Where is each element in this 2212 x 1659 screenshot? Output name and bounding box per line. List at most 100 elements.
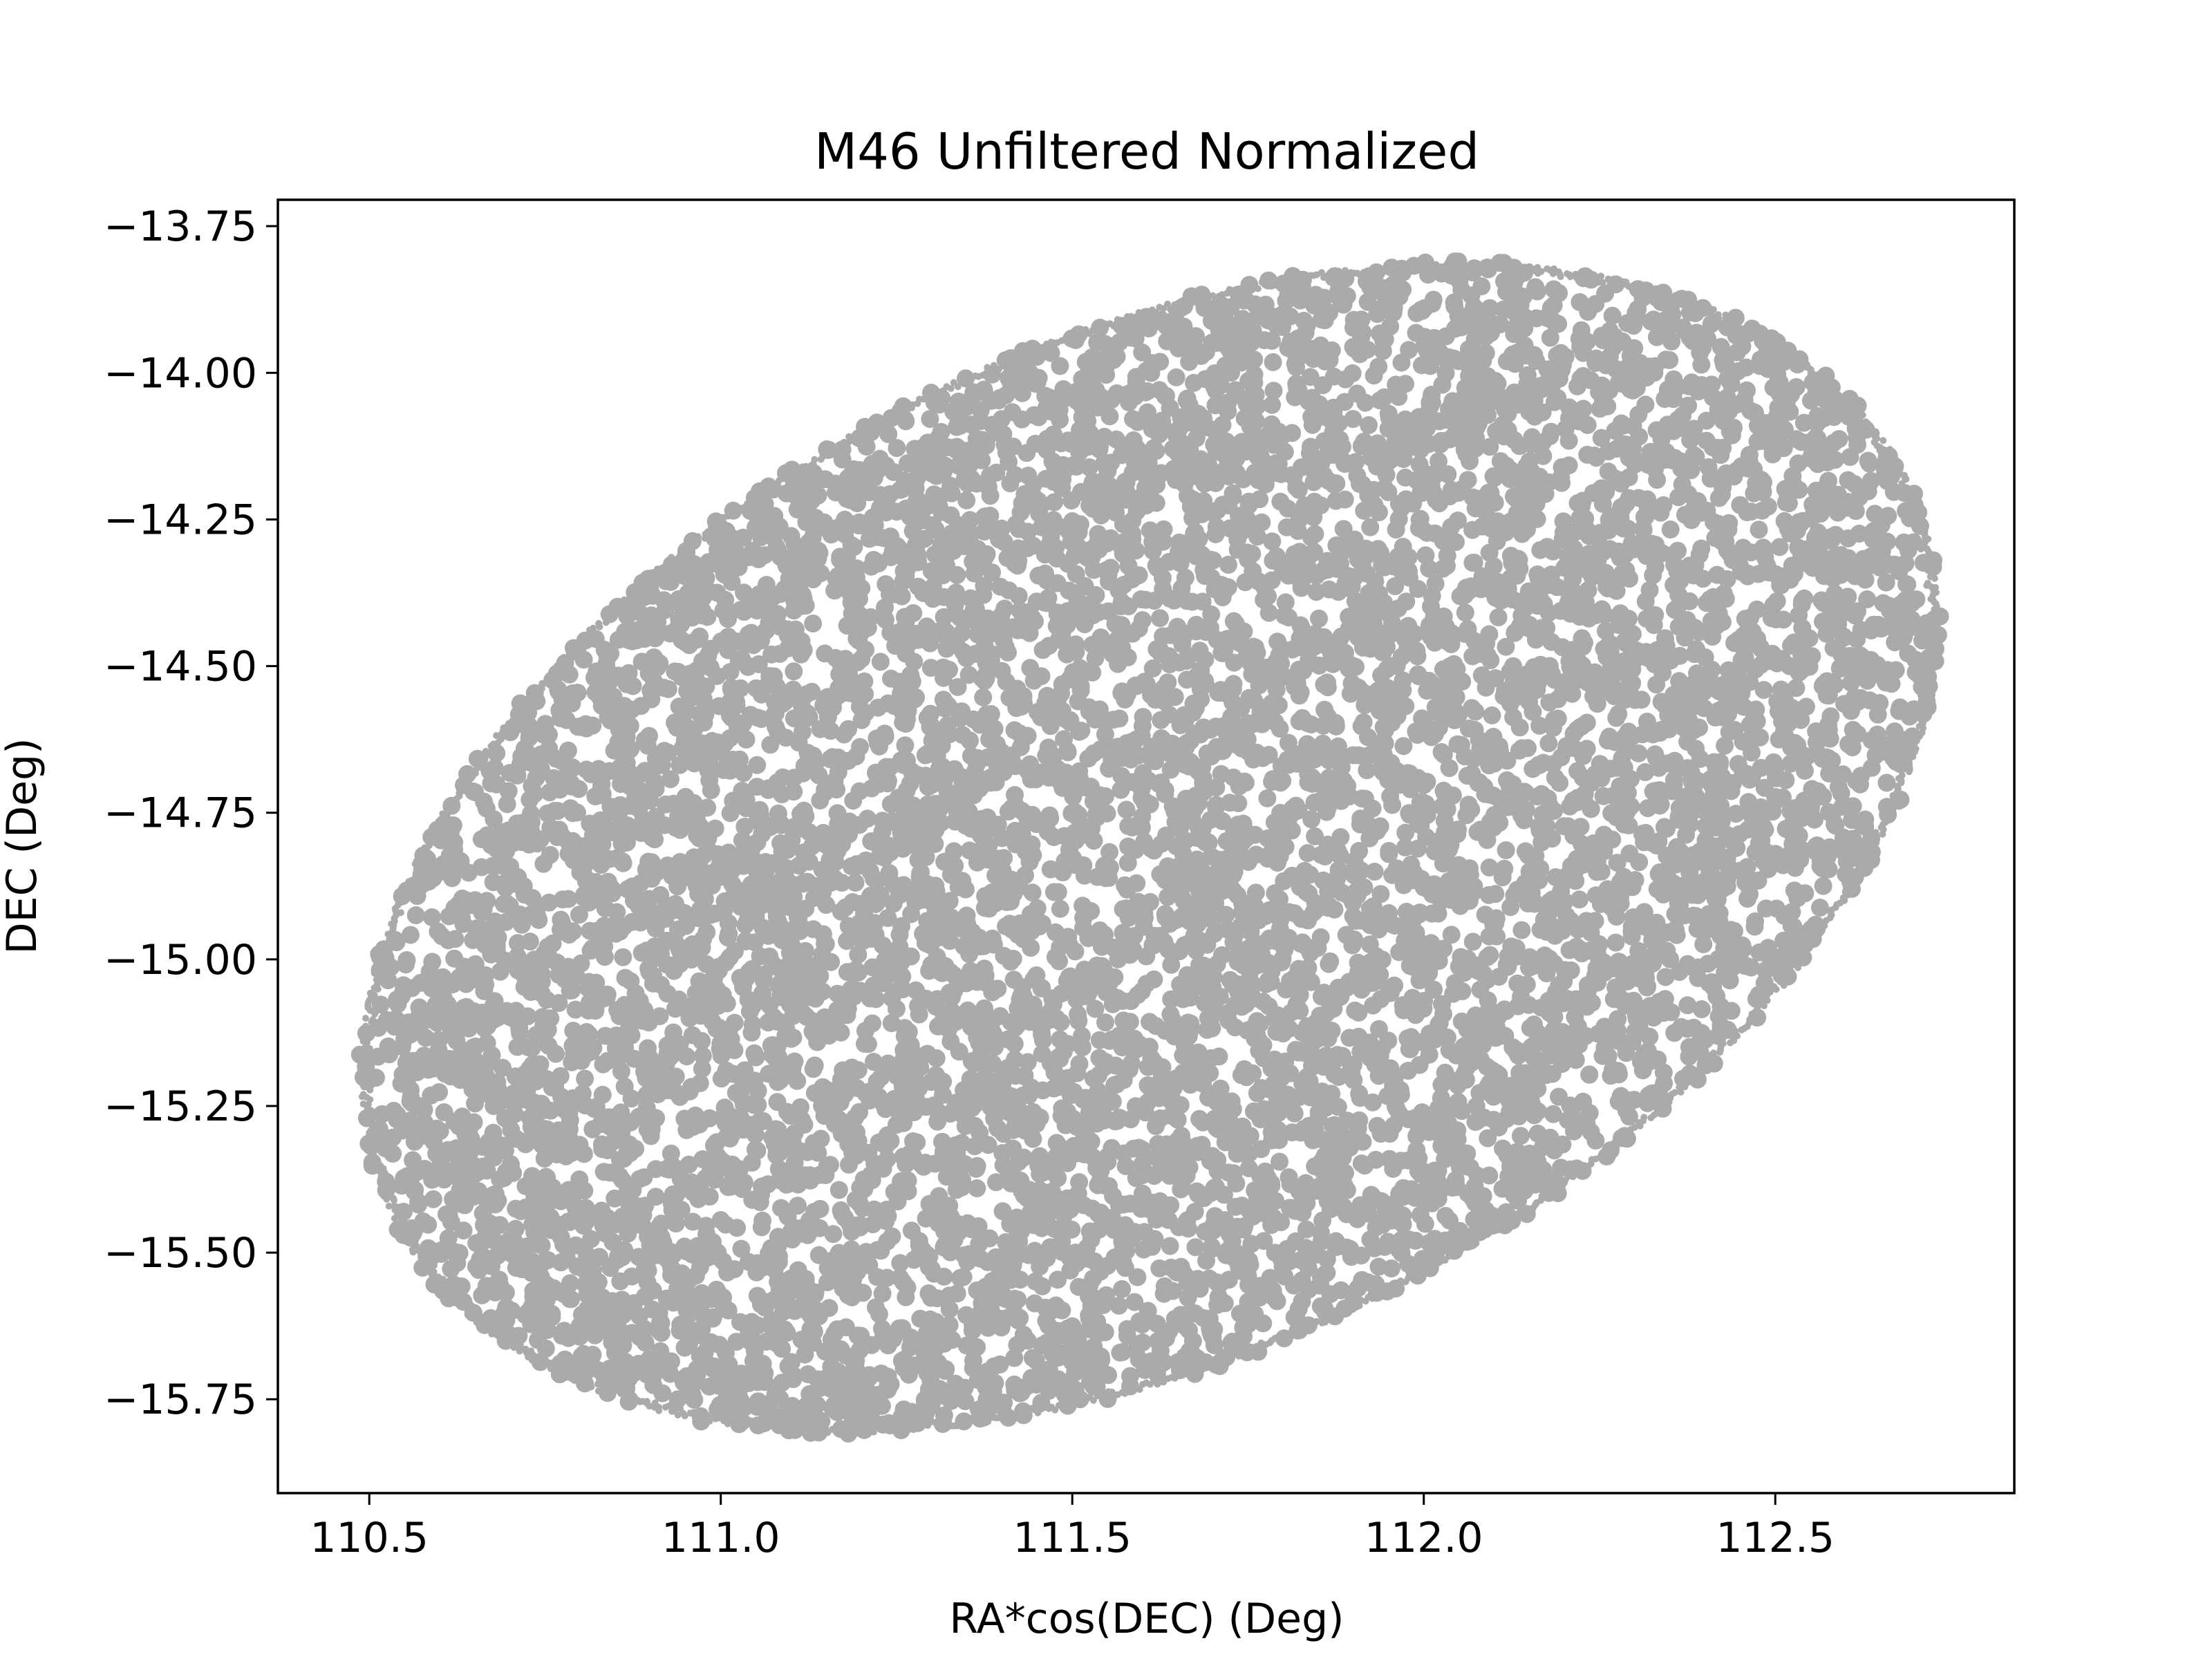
scatter-point — [591, 1362, 610, 1380]
scatter-point — [855, 672, 874, 691]
scatter-point — [832, 1204, 851, 1223]
scatter-point — [1226, 1197, 1245, 1216]
scatter-point — [1647, 675, 1666, 694]
scatter-point — [720, 1022, 738, 1040]
scatter-point — [1681, 431, 1700, 449]
scatter-point — [1661, 950, 1680, 968]
scatter-point — [917, 1098, 935, 1116]
scatter-point — [1525, 1015, 1543, 1034]
scatter-point — [1365, 863, 1384, 881]
scatter-point — [844, 791, 863, 810]
scatter-point — [1583, 993, 1601, 1012]
scatter-point — [511, 1024, 529, 1042]
scatter-point — [696, 705, 715, 724]
scatter-point — [401, 926, 420, 944]
scatter-point — [1222, 1092, 1241, 1111]
scatter-point — [879, 909, 897, 927]
scatter-point — [1023, 883, 1042, 902]
scatter-point — [1156, 1022, 1174, 1040]
scatter-point — [1239, 372, 1257, 391]
scatter-point — [785, 662, 803, 681]
scatter-point — [897, 1288, 915, 1306]
scatter-point — [1113, 1280, 1132, 1298]
scatter-point — [733, 782, 751, 800]
scatter-point — [1841, 448, 1859, 467]
scatter-point — [1152, 711, 1170, 729]
scatter-point — [1544, 280, 1563, 299]
scatter-point — [877, 575, 895, 594]
scatter-point — [1833, 765, 1852, 784]
scatter-point — [1697, 411, 1716, 430]
scatter-point — [1288, 522, 1307, 541]
scatter-point — [535, 1150, 554, 1168]
chart-title: M46 Unfiltered Normalized — [814, 122, 1479, 180]
scatter-point — [926, 835, 944, 853]
scatter-point — [1483, 706, 1501, 724]
scatter-point — [1356, 393, 1375, 412]
scatter-point — [564, 1022, 583, 1040]
scatter-point — [596, 1027, 615, 1045]
scatter-point — [519, 1303, 537, 1322]
scatter-point — [947, 418, 966, 436]
scatter-point — [1665, 751, 1684, 770]
scatter-point — [491, 962, 509, 981]
scatter-point — [581, 941, 600, 960]
scatter-point — [677, 1121, 696, 1139]
scatter-point — [1313, 1211, 1332, 1230]
scatter-point — [1070, 1173, 1089, 1192]
scatter-point — [791, 645, 810, 664]
scatter-point — [1508, 974, 1527, 993]
scatter-point — [645, 648, 663, 666]
scatter-point — [968, 1179, 986, 1197]
scatter-point — [437, 1205, 456, 1224]
scatter-point — [538, 804, 556, 823]
scatter-point — [1049, 1271, 1067, 1289]
scatter-point — [1039, 738, 1058, 757]
scatter-point — [1073, 1027, 1091, 1045]
scatter-point — [1394, 737, 1413, 756]
scatter-point — [1110, 709, 1129, 728]
scatter-point — [964, 552, 982, 571]
scatter-point — [971, 937, 990, 956]
scatter-point — [1637, 547, 1656, 565]
scatter-point — [1049, 1169, 1067, 1188]
scatter-point — [1100, 843, 1118, 861]
scatter-point — [612, 1062, 630, 1080]
scatter-point — [1203, 1019, 1221, 1038]
scatter-point — [1592, 862, 1611, 881]
scatter-points — [350, 252, 1949, 1443]
scatter-point — [1344, 410, 1362, 429]
scatter-point — [785, 1124, 804, 1143]
scatter-point — [615, 1077, 634, 1096]
scatter-point — [1015, 1148, 1033, 1167]
scatter-point — [1161, 1237, 1179, 1255]
scatter-point — [927, 1049, 946, 1067]
scatter-point — [1045, 493, 1063, 512]
scatter-point — [1858, 590, 1877, 608]
scatter-point — [948, 1284, 966, 1303]
scatter-point — [1463, 932, 1482, 951]
scatter-point — [1346, 1001, 1365, 1020]
scatter-point — [1440, 759, 1459, 778]
scatter-point — [1157, 1329, 1175, 1347]
scatter-point — [1810, 899, 1829, 917]
scatter-point — [1517, 800, 1535, 819]
scatter-point — [1033, 1081, 1052, 1100]
scatter-point — [1512, 921, 1531, 939]
scatter-point — [1733, 337, 1752, 356]
scatter-point — [430, 1083, 449, 1101]
scatter-point — [1096, 1013, 1114, 1032]
scatter-point — [611, 1272, 630, 1291]
scatter-point — [1117, 800, 1136, 819]
scatter-point — [1234, 1141, 1253, 1159]
scatter-point — [981, 487, 1000, 505]
scatter-point — [1050, 952, 1068, 971]
scatter-point — [824, 1225, 843, 1244]
scatter-point — [576, 1096, 594, 1115]
scatter-point — [1662, 332, 1681, 350]
scatter-point — [1369, 1020, 1388, 1038]
scatter-point — [1366, 1055, 1385, 1074]
scatter-point — [960, 731, 979, 750]
scatter-point — [1290, 712, 1309, 731]
